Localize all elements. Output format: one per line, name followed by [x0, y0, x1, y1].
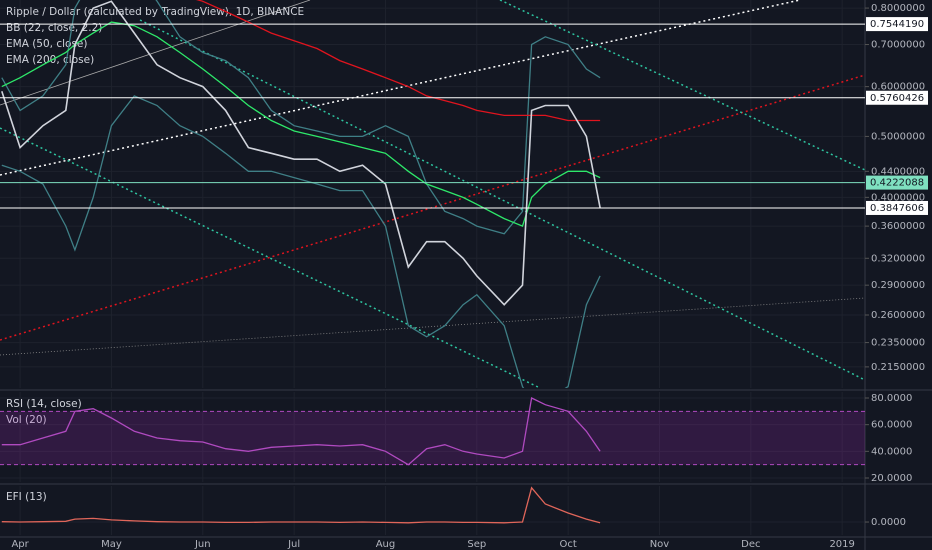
x-tick-label: Jun: [194, 539, 211, 550]
pane: [0, 0, 865, 388]
x-tick-label: 2019: [829, 539, 854, 550]
x-tick-label: Jul: [287, 539, 300, 550]
y-tick-label: 0.3600000: [871, 221, 925, 232]
x-tick-label: May: [101, 539, 122, 550]
y-tick-label: 0.2900000: [871, 280, 925, 291]
price-label: 0.7544190: [870, 19, 924, 30]
y-tick-label: 20.0000: [871, 473, 912, 484]
pane-title: EFI (13): [6, 491, 47, 503]
price-label-bg: [866, 90, 928, 105]
y-tick-label: 60.0000: [871, 420, 912, 431]
pane: [0, 397, 865, 466]
price-label: 0.5760426: [870, 93, 924, 104]
rsi-band: [0, 411, 865, 465]
series-line: [1, 486, 601, 524]
series-line: [1, 21, 601, 227]
series-line: [1, 0, 601, 235]
y-tick-label: 0.5000000: [871, 131, 925, 142]
y-tick-label: 0.2150000: [871, 362, 925, 373]
price-label-bg: [866, 175, 928, 190]
indicator-label: EMA (200, close): [6, 54, 94, 66]
x-tick-label: Sep: [467, 539, 486, 550]
y-tick-label: 0.2600000: [871, 310, 925, 321]
chart-title: Ripple / Dollar (calculated by TradingVi…: [6, 6, 304, 18]
series-line: [1, 397, 601, 466]
y-tick-label: 0.2350000: [871, 338, 925, 349]
y-tick-label: 0.6000000: [871, 82, 925, 93]
x-tick-label: Aug: [376, 539, 396, 550]
series-line: [1, 95, 601, 388]
price-label-bg: [866, 17, 928, 32]
x-tick-label: Dec: [741, 539, 760, 550]
y-tick-label: 0.4400000: [871, 166, 925, 177]
y-tick-label: 80.0000: [871, 393, 912, 404]
series-line: [195, 0, 601, 122]
pane-title: RSI (14, close): [6, 398, 82, 410]
indicator-label: Vol (20): [6, 414, 47, 426]
y-tick-label: 0.0000: [871, 517, 906, 528]
y-tick-label: 0.4000000: [871, 192, 925, 203]
indicator-label: BB (22, close, 2.2): [6, 22, 102, 34]
pane: [1, 486, 601, 524]
indicator-label: EMA (50, close): [6, 38, 88, 50]
x-tick-label: Oct: [559, 539, 576, 550]
price-label-bg: [866, 200, 928, 215]
series-line: [1, 0, 601, 306]
trend-lines: [0, 0, 865, 388]
price-label: 0.3847606: [870, 203, 924, 214]
x-tick-label: Apr: [11, 539, 29, 550]
y-tick-label: 40.0000: [871, 446, 912, 457]
y-tick-label: 0.3200000: [871, 253, 925, 264]
y-tick-label: 0.7000000: [871, 40, 925, 51]
y-tick-label: 0.8000000: [871, 3, 925, 14]
x-tick-label: Nov: [650, 539, 670, 550]
price-label: 0.4222088: [870, 178, 924, 189]
